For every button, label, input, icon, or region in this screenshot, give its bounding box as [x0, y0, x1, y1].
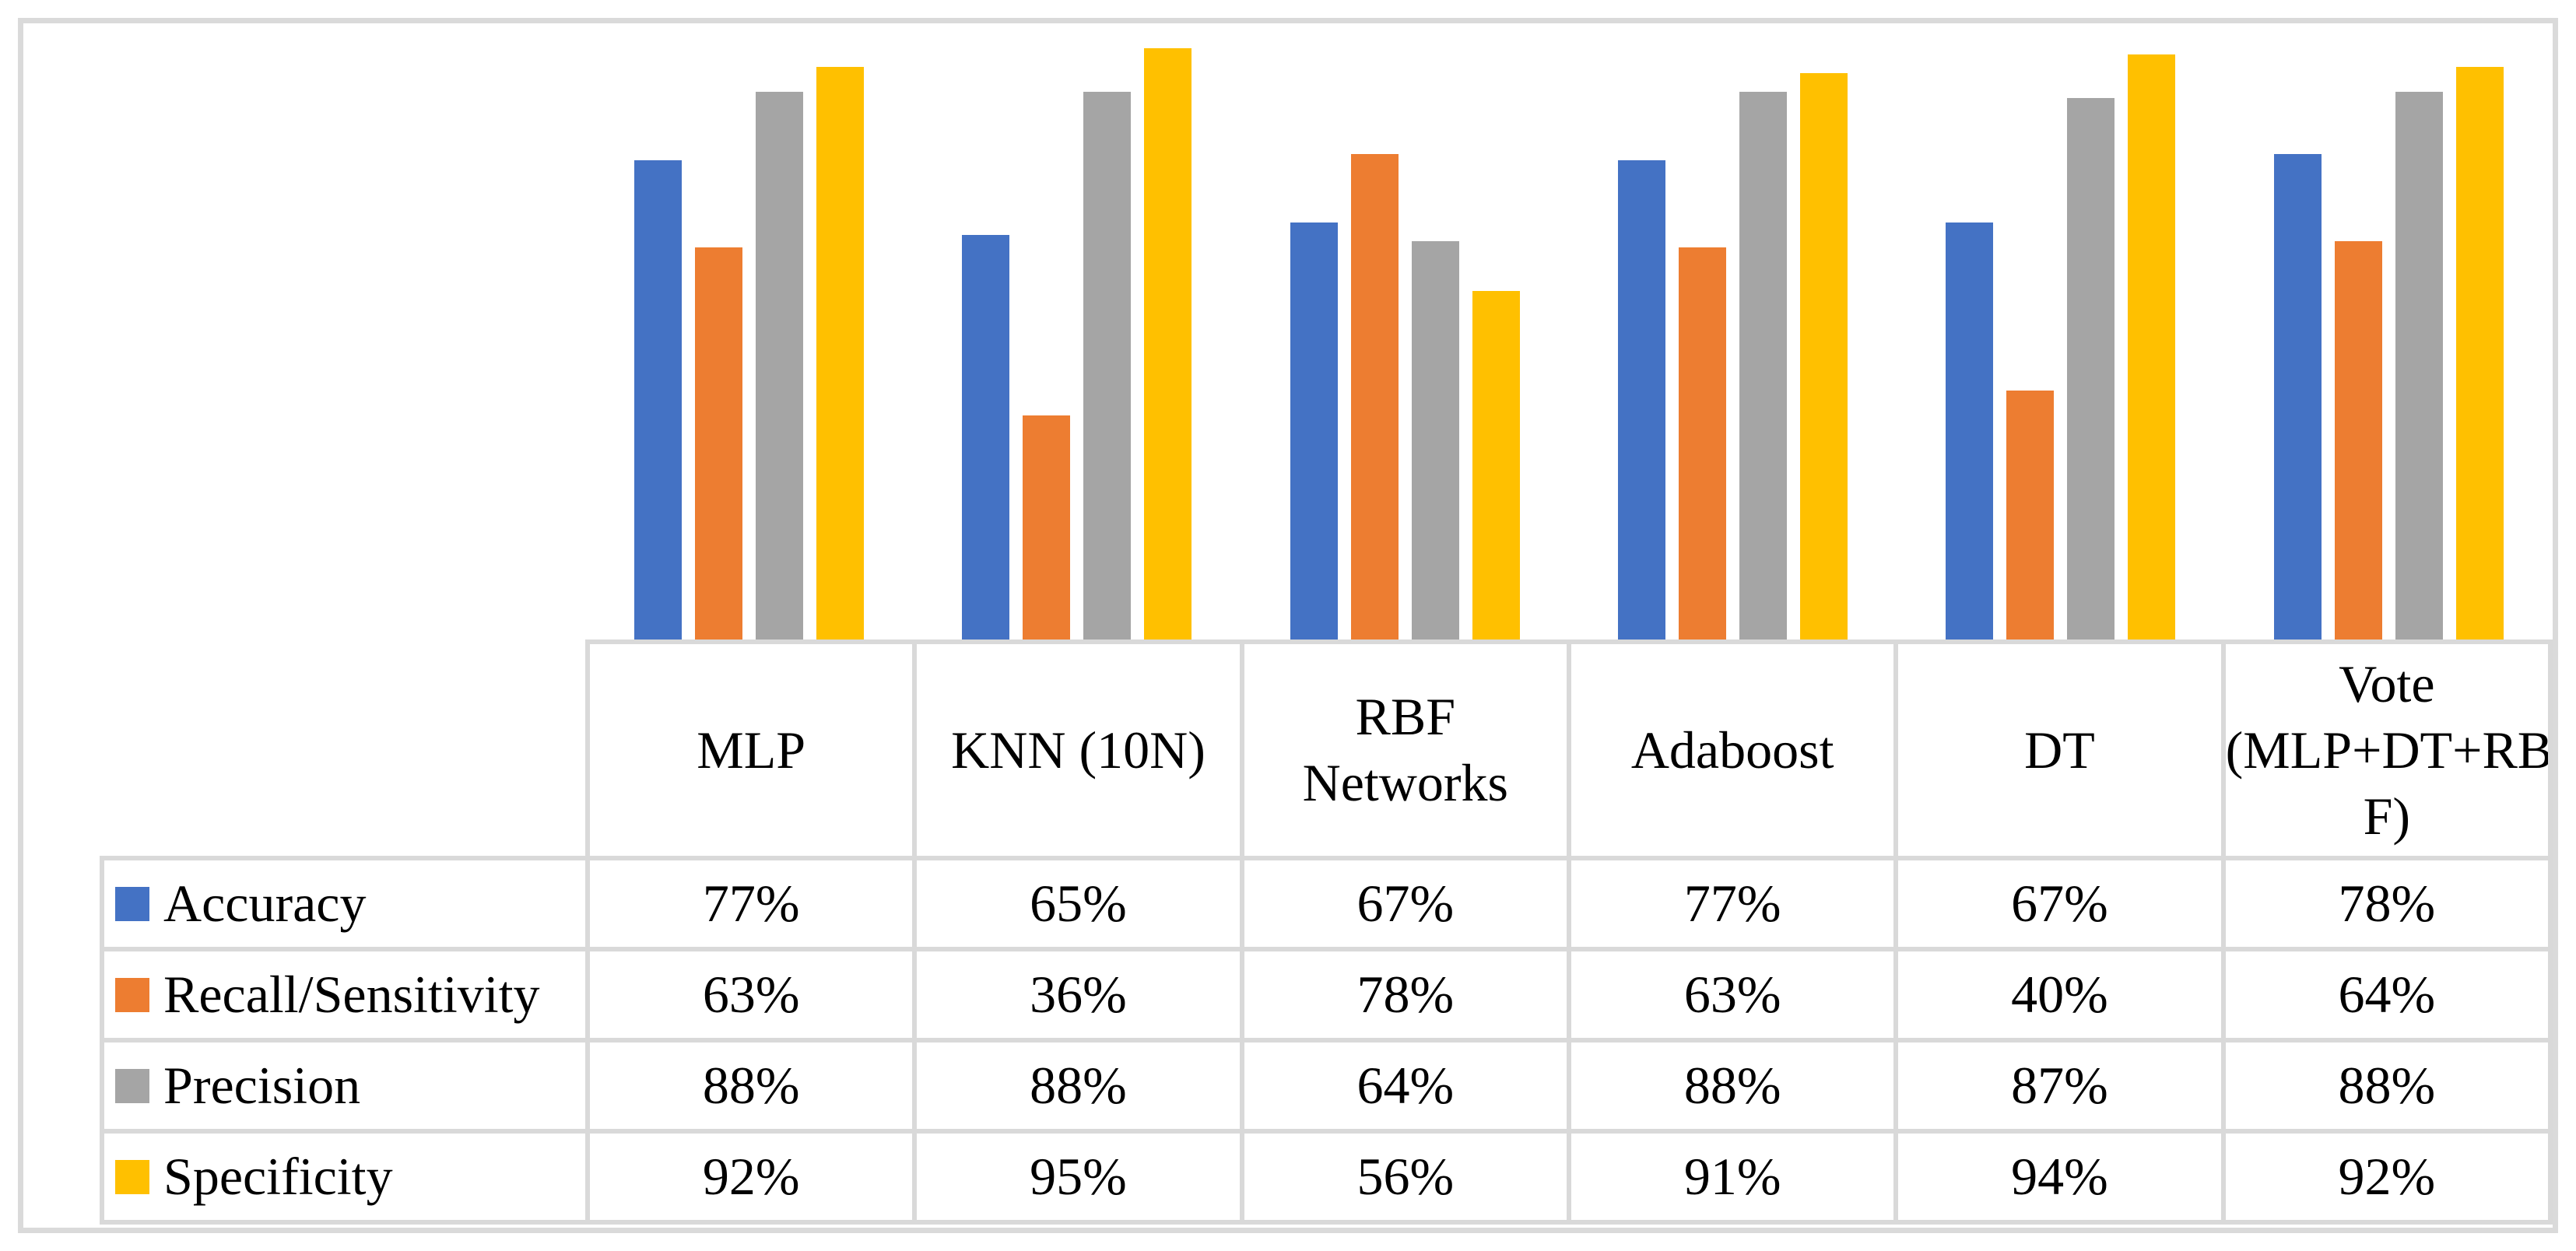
value-recall-sensitivity-vote-mlp-dt-rbf: 64% — [2220, 947, 2553, 1042]
bar-recall-sensitivity-vote-mlp-dt-rbf — [2334, 241, 2382, 640]
value-accuracy-rbf-networks: 67% — [1239, 856, 1571, 951]
bar-precision-vote-mlp-dt-rbf — [2395, 92, 2443, 640]
bar-precision-dt — [2067, 98, 2115, 640]
value-recall-sensitivity-rbf-networks: 78% — [1239, 947, 1571, 1042]
bar-accuracy-dt — [1946, 223, 1994, 640]
legend-cell-recall-sensitivity: Recall/Sensitivity — [100, 947, 590, 1042]
value-specificity-adaboost: 91% — [1566, 1129, 1899, 1225]
legend-cell-specificity: Specificity — [100, 1129, 590, 1225]
bar-accuracy-mlp — [634, 160, 683, 640]
series-label-specificity: Specificity — [163, 1147, 393, 1206]
bar-recall-sensitivity-dt — [2006, 391, 2055, 640]
table-row-accuracy: Accuracy 77% 65% 67% 77% 67% 78% — [100, 856, 2553, 951]
accuracy-legend-swatch-icon — [115, 886, 149, 921]
value-precision-rbf-networks: 64% — [1239, 1038, 1571, 1134]
bar-specificity-vote-mlp-dt-rbf — [2455, 67, 2504, 640]
category-header-mlp: MLP — [584, 640, 918, 860]
bar-specificity-knn-10n — [1144, 48, 1192, 640]
value-precision-dt: 87% — [1893, 1038, 2226, 1134]
bar-recall-sensitivity-rbf-networks — [1350, 154, 1399, 640]
bar-specificity-dt — [2128, 54, 2176, 640]
legend-entry-precision: Precision — [107, 1053, 583, 1119]
value-accuracy-mlp: 77% — [584, 856, 918, 951]
bar-precision-adaboost — [1739, 92, 1788, 640]
specificity-legend-swatch-icon — [115, 1159, 149, 1194]
bar-group-adaboost — [1569, 0, 1897, 640]
bar-recall-sensitivity-knn-10n — [1023, 415, 1071, 640]
bar-accuracy-knn-10n — [962, 235, 1010, 640]
bar-accuracy-vote-mlp-dt-rbf — [2273, 154, 2322, 640]
category-header-vote-mlp-dt-rbf: Vote (MLP+DT+RB F) — [2220, 640, 2553, 860]
legend-cell-precision: Precision — [100, 1038, 590, 1134]
series-label-recall-sensitivity: Recall/Sensitivity — [163, 965, 540, 1024]
bar-accuracy-adaboost — [1618, 160, 1666, 640]
bar-recall-sensitivity-mlp — [695, 247, 743, 640]
value-specificity-vote-mlp-dt-rbf: 92% — [2220, 1129, 2553, 1225]
table-row-specificity: Specificity 92% 95% 56% 91% 94% 92% — [100, 1129, 2553, 1225]
legend-entry-recall-sensitivity: Recall/Sensitivity — [107, 962, 583, 1028]
legend-cell-accuracy: Accuracy — [100, 856, 590, 951]
table-header-row: MLP KNN (10N) RBF Networks Adaboost DT Vote (… — [102, 640, 2553, 860]
value-recall-sensitivity-dt: 40% — [1893, 947, 2226, 1042]
value-precision-knn-10n: 88% — [912, 1038, 1244, 1134]
value-precision-adaboost: 88% — [1566, 1038, 1899, 1134]
recall-sensitivity-legend-swatch-icon — [115, 977, 149, 1012]
value-accuracy-adaboost: 77% — [1566, 856, 1899, 951]
value-accuracy-knn-10n: 65% — [912, 856, 1244, 951]
table-row-recall-sensitivity: Recall/Sensitivity 63% 36% 78% 63% 40% 64% — [100, 947, 2553, 1042]
value-specificity-mlp: 92% — [584, 1129, 918, 1225]
value-specificity-rbf-networks: 56% — [1239, 1129, 1571, 1225]
figure-border — [18, 18, 2558, 1233]
value-accuracy-vote-mlp-dt-rbf: 78% — [2220, 856, 2553, 951]
value-recall-sensitivity-mlp: 63% — [584, 947, 918, 1042]
value-recall-sensitivity-knn-10n: 36% — [912, 947, 1244, 1042]
category-header-adaboost: Adaboost — [1566, 640, 1899, 860]
series-label-precision: Precision — [163, 1056, 361, 1115]
series-label-accuracy: Accuracy — [163, 874, 367, 933]
value-specificity-knn-10n: 95% — [912, 1129, 1244, 1225]
value-precision-mlp: 88% — [584, 1038, 918, 1134]
value-accuracy-dt: 67% — [1893, 856, 2226, 951]
table-row-precision: Precision 88% 88% 64% 88% 87% 88% — [100, 1038, 2553, 1134]
bar-group-rbf-networks — [1241, 0, 1569, 640]
bar-group-mlp — [585, 0, 913, 640]
legend-entry-accuracy: Accuracy — [107, 871, 583, 937]
bar-precision-rbf-networks — [1411, 241, 1459, 640]
bar-group-knn-10n — [913, 0, 1241, 640]
bar-specificity-rbf-networks — [1472, 291, 1520, 640]
category-header-knn-10n: KNN (10N) — [912, 640, 1244, 860]
bar-accuracy-rbf-networks — [1290, 223, 1338, 640]
bar-group-vote-mlp-dt-rbf — [2225, 0, 2553, 640]
bar-specificity-adaboost — [1800, 73, 1848, 640]
table-corner-cell — [102, 642, 590, 858]
category-header-rbf-networks: RBF Networks — [1239, 640, 1571, 860]
value-recall-sensitivity-adaboost: 63% — [1566, 947, 1899, 1042]
value-precision-vote-mlp-dt-rbf: 88% — [2220, 1038, 2553, 1134]
bar-chart-plot-area — [585, 0, 2553, 640]
bar-precision-knn-10n — [1083, 92, 1132, 640]
legend-entry-specificity: Specificity — [107, 1144, 583, 1210]
chart-data-table: MLP KNN (10N) RBF Networks Adaboost DT Vote (… — [100, 640, 2553, 1225]
value-specificity-dt: 94% — [1893, 1129, 2226, 1225]
precision-legend-swatch-icon — [115, 1068, 149, 1103]
category-header-dt: DT — [1893, 640, 2226, 860]
bar-recall-sensitivity-adaboost — [1679, 247, 1727, 640]
bar-group-dt — [1897, 0, 2224, 640]
bar-specificity-mlp — [816, 67, 865, 640]
bar-precision-mlp — [756, 92, 804, 640]
